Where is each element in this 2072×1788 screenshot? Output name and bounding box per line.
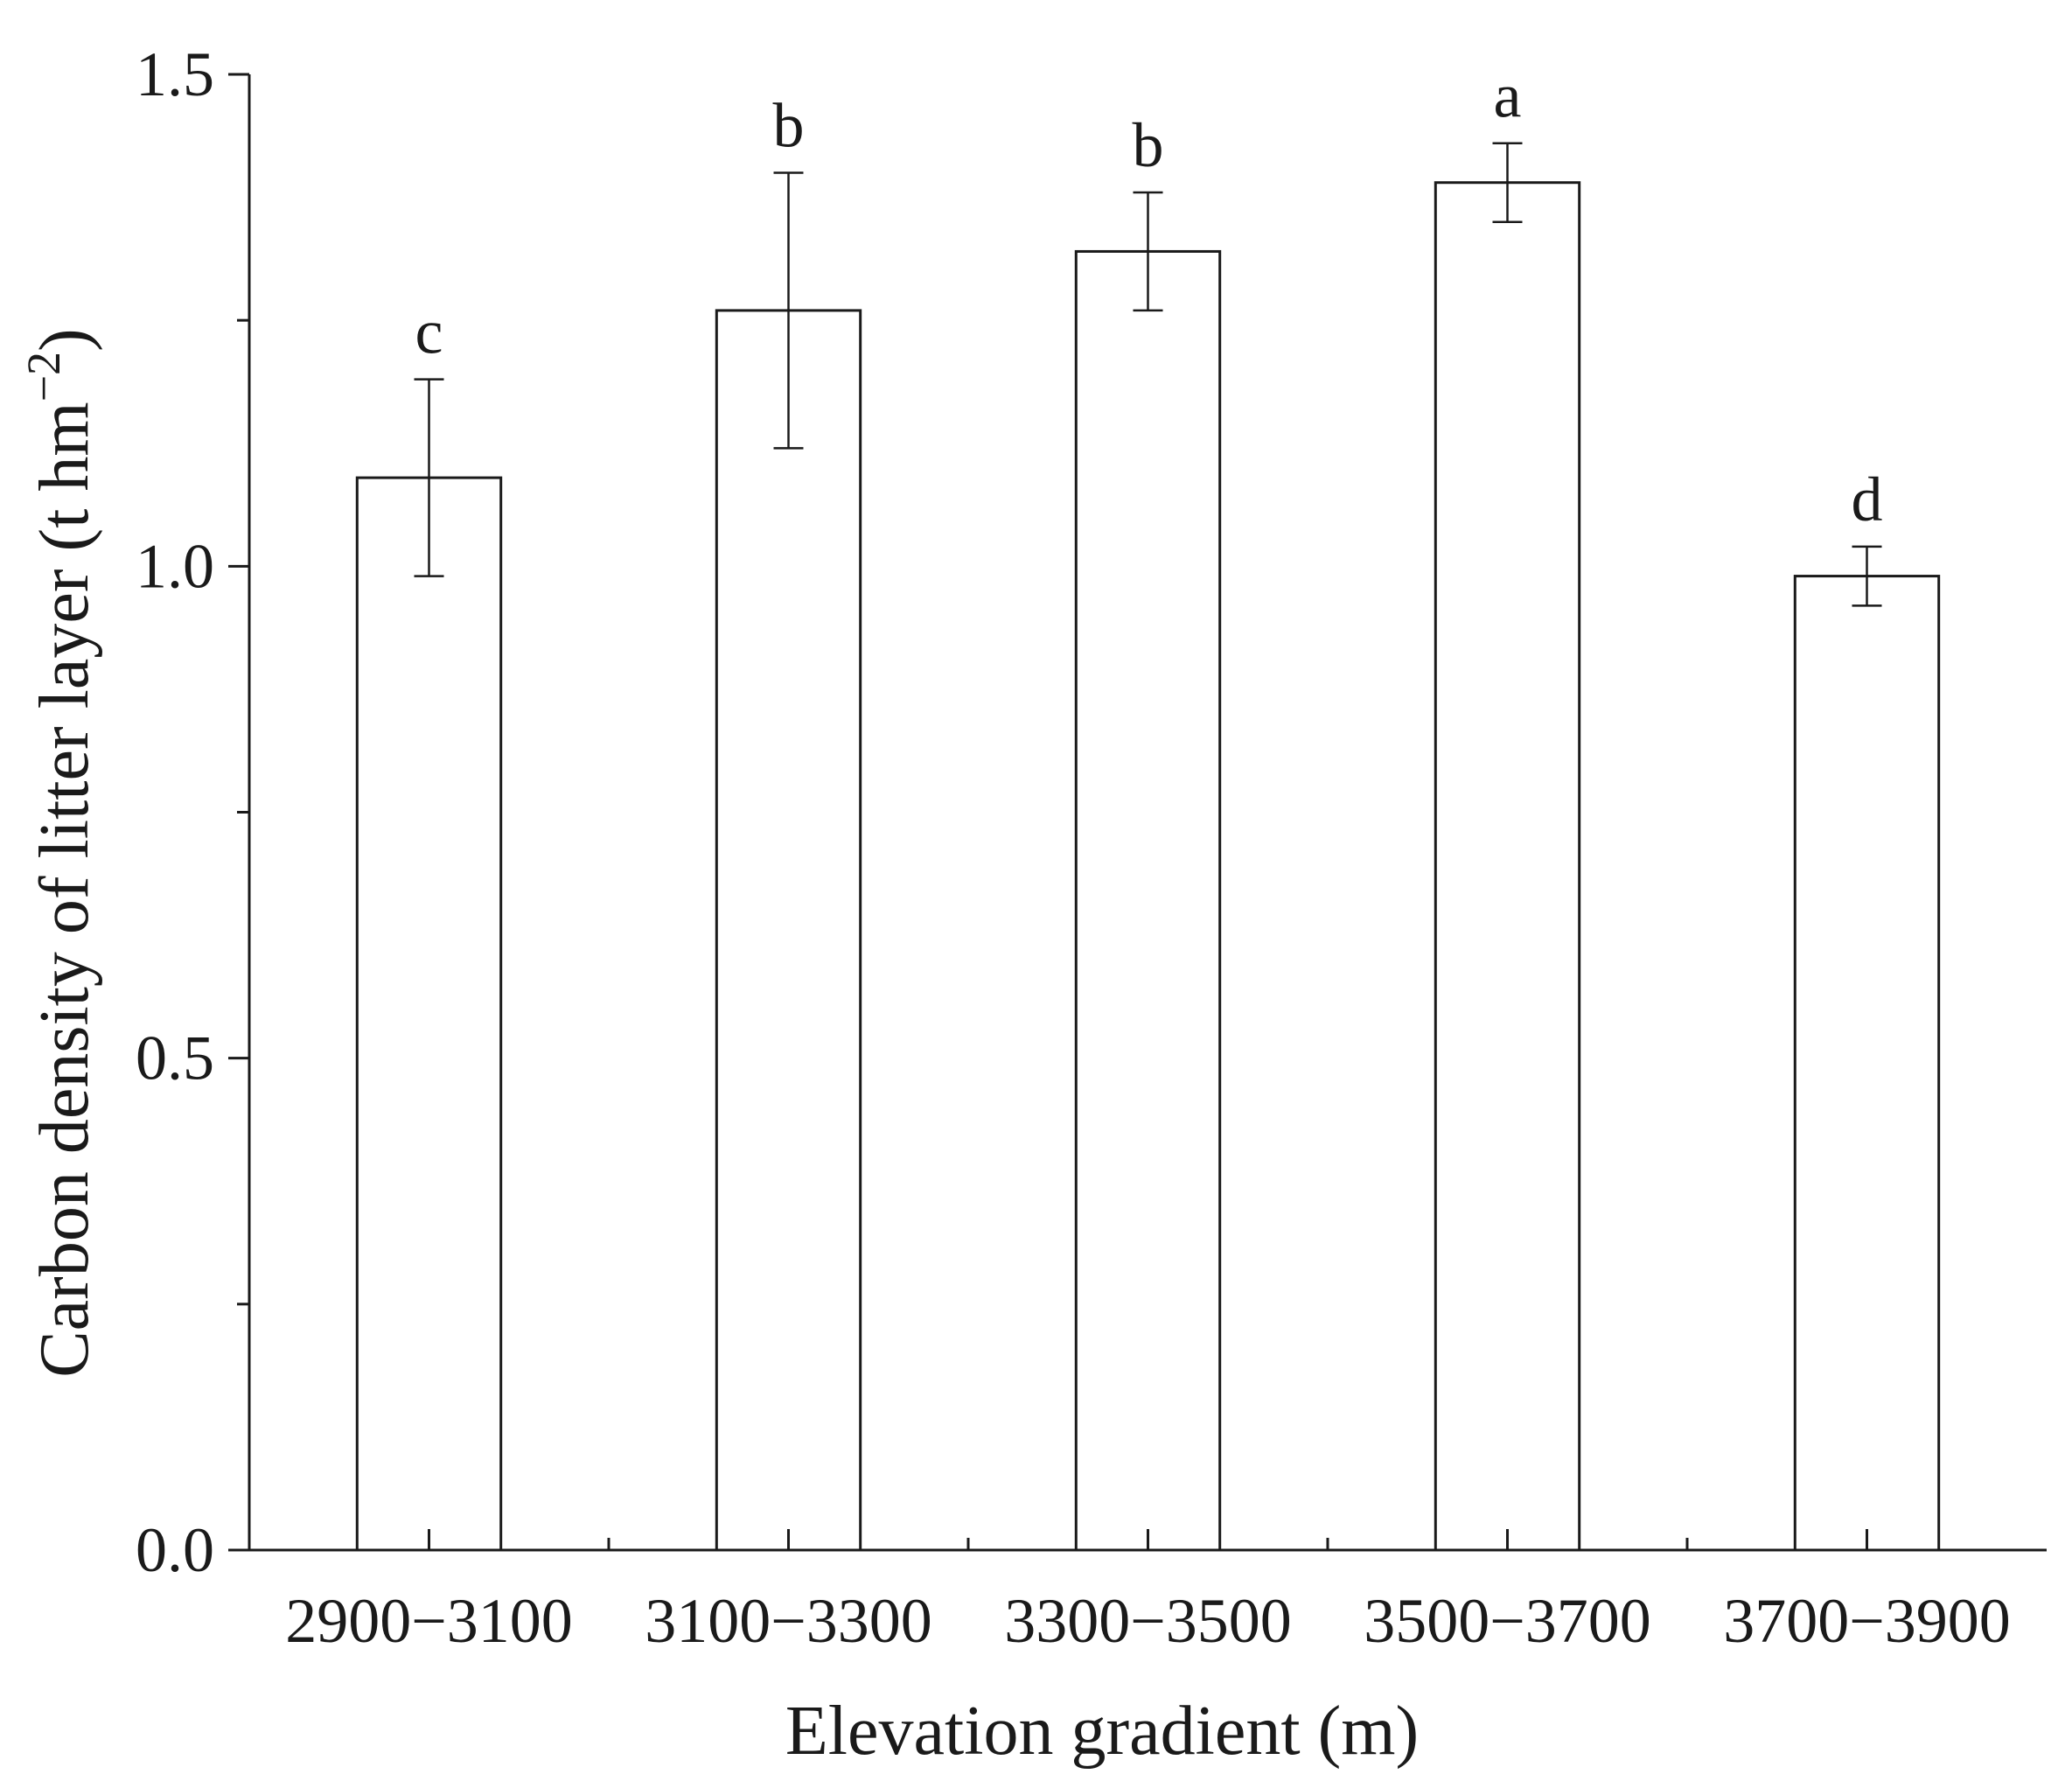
y-tick-label-2: 0.5 <box>136 1023 214 1093</box>
significance-letter-3: b <box>1133 110 1164 180</box>
y-axis-title-main: Carbon density of litter layer (t hm <box>26 402 103 1377</box>
significance-letters-group: c b b a d <box>415 61 1883 534</box>
bar-2 <box>715 309 862 1552</box>
y-tick-label-4: 1.5 <box>136 39 214 109</box>
significance-letter-4: a <box>1494 61 1522 131</box>
y-axis-title-superscript: −2 <box>17 352 70 402</box>
axes-group <box>228 73 2047 1552</box>
bar-3 <box>1074 249 1222 1552</box>
bar-1 <box>355 476 503 1552</box>
x-tick-label-5: 3700−3900 <box>1723 1586 2011 1656</box>
significance-letter-2: b <box>773 90 805 160</box>
x-tick-label-4: 3500−3700 <box>1364 1586 1651 1656</box>
x-tick-label-2: 3100−3300 <box>645 1586 932 1656</box>
significance-letter-5: d <box>1852 464 1883 534</box>
bar-4 <box>1434 181 1581 1552</box>
x-axis-title: Elevation gradient (m) <box>785 1693 1419 1770</box>
x-tick-labels-group: 2900−3100 3100−3300 3300−3500 3500−3700 3700… <box>285 1586 2011 1656</box>
x-tick-label-3: 3300−3500 <box>1004 1586 1292 1656</box>
significance-letter-1: c <box>415 297 443 367</box>
y-axis-title-suffix: ) <box>26 328 103 352</box>
bars-group <box>355 181 1941 1552</box>
y-tick-labels-group: 0.0 0.5 1.0 1.5 <box>136 39 214 1585</box>
y-tick-label-1: 0.0 <box>136 1515 214 1585</box>
x-tick-label-1: 2900−3100 <box>285 1586 573 1656</box>
error-bars-group <box>414 142 1882 607</box>
y-tick-label-3: 1.0 <box>136 531 214 601</box>
y-axis-title: Carbon density of litter layer (t hm−2) <box>17 328 103 1377</box>
bar-5 <box>1793 575 1941 1552</box>
